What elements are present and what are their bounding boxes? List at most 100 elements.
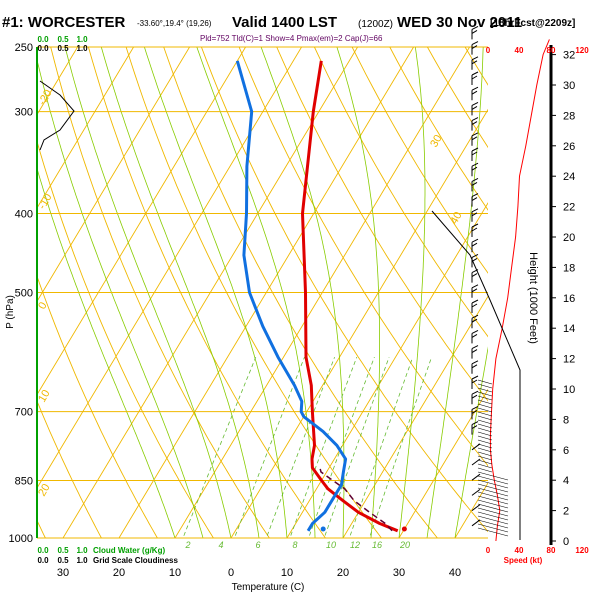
temperature-tick-label: 20 (113, 567, 125, 579)
wind-barb (471, 132, 479, 146)
valid-time: Valid 1400 LST (232, 14, 338, 31)
speed-bottom-label: 120 (575, 546, 589, 555)
height-axis-title: Height (1000 Feet) (527, 252, 539, 344)
wind-barb-flag (471, 101, 479, 106)
y-axis-title: P (hPa) (5, 295, 16, 329)
wind-barb-flag (471, 390, 479, 395)
wind-barb (471, 375, 479, 389)
height-tick-label: 32 (563, 50, 575, 62)
cloud-top-label: 0.0 (37, 35, 49, 44)
wind-vector-line (477, 507, 509, 517)
wind-barb (471, 443, 481, 451)
wind-vector-line (477, 431, 493, 437)
wind-barb-flag (471, 75, 478, 80)
cloud-water-trace (39, 80, 75, 151)
wind-barb (471, 269, 479, 283)
wind-barb-flag (471, 151, 478, 156)
wind-barb (471, 345, 479, 359)
wind-barb-flag (471, 45, 478, 50)
forecast-tag: [18hrFcst@2209z] (490, 18, 576, 29)
wind-vector-line (477, 455, 493, 461)
wind-barb (471, 284, 479, 298)
height-tick-label: 8 (563, 414, 569, 426)
height-tick-label: 12 (563, 354, 575, 366)
wind-barb (471, 329, 479, 344)
wind-barb-flag (471, 269, 479, 274)
wind-vector-line (477, 483, 509, 493)
wind-vector-line (477, 435, 493, 441)
wind-vector-line (477, 471, 509, 481)
height-pressure-ref (431, 210, 521, 540)
isotherm-line (342, 295, 488, 538)
wind-barb-staff (471, 488, 481, 496)
wind-barb-flag (471, 132, 479, 137)
temperature-tick-label: 40 (449, 567, 461, 579)
isotherm-line (286, 202, 488, 538)
cloud-bottom-label: 0.5 (57, 546, 69, 555)
wind-barb-flag (471, 181, 478, 186)
parcel-line (318, 465, 393, 532)
temperature-tick-label: 10 (169, 567, 181, 579)
wind-barb (471, 519, 481, 527)
mixing-ratio-label: 12 (350, 540, 360, 550)
pressure-tick-label: 500 (15, 288, 33, 300)
moist-adiabat-line (37, 167, 176, 538)
isotherm-line (0, 0, 69, 555)
dry-adiabat-line (492, 0, 600, 555)
pressure-tick-label: 400 (15, 208, 33, 220)
wind-vector-line (477, 395, 493, 401)
stability-indices: Pld=752 Tld(C)=1 Show=4 Pmax(em)=2 Cap(J… (200, 34, 383, 43)
cloud-top-label: 0.5 (57, 35, 69, 44)
temperature-tick-label: 30 (393, 567, 405, 579)
dry-adiabat-label: 10 (36, 388, 53, 405)
wind-barb-flag (471, 253, 479, 258)
moist-adiabat-line (37, 58, 204, 538)
dry-adiabat-line (313, 47, 488, 338)
wind-vector-line (477, 443, 493, 449)
wind-barb (471, 360, 479, 374)
utc-time: (1200Z) (358, 19, 394, 30)
wind-barb-flag (471, 242, 478, 247)
height-tick-label: 2 (563, 506, 569, 518)
wind-barb-flag (471, 90, 478, 95)
height-tick-label: 28 (563, 110, 575, 122)
dry-adiabat-line (276, 47, 488, 402)
moist-adiabat-grid (37, 47, 488, 538)
dry-adiabat-label: 0 (36, 300, 49, 311)
wind-vector-line (477, 439, 493, 445)
wind-barb-flag (471, 166, 478, 171)
pressure-tick-label: 700 (15, 407, 33, 419)
dewpoint-line (235, 60, 348, 532)
mixing-ratio-line (265, 356, 335, 538)
wind-barb-staff (471, 504, 481, 512)
wind-vector-line (477, 515, 509, 525)
wind-barb-flag (471, 273, 478, 278)
wind-vector-line (477, 447, 493, 453)
wind-vector-line (477, 415, 493, 421)
isotherm-line (118, 47, 415, 538)
isotherm-line (174, 47, 471, 538)
wind-vector-line (477, 499, 509, 509)
wind-barb (471, 86, 479, 101)
dry-adiabat-line (37, 399, 102, 538)
sounding-traces (235, 60, 407, 533)
dry-adiabat-line (389, 47, 488, 211)
wind-vector-line (477, 383, 493, 389)
mixing-ratio-label: 16 (372, 540, 382, 550)
mixing-ratio-label: 2 (184, 540, 190, 550)
wind-barb (471, 223, 479, 237)
moist-adiabat-line (260, 47, 345, 538)
wind-barb-flag (471, 29, 478, 34)
dry-adiabat-label: 40 (448, 210, 465, 227)
wind-vector-line (477, 423, 493, 429)
height-tick-label: 20 (563, 232, 575, 244)
isotherm-line (62, 47, 359, 538)
wind-barb-flag (471, 409, 478, 414)
isotherm-grid (0, 0, 488, 555)
surface-temperature-marker (401, 526, 407, 532)
height-tick-label: 0 (563, 536, 569, 548)
wind-barb-flag (471, 162, 479, 167)
x-axis-title: Temperature (C) (232, 582, 305, 593)
